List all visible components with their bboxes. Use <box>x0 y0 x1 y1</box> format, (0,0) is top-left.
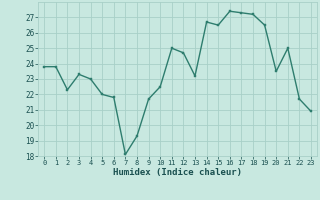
X-axis label: Humidex (Indice chaleur): Humidex (Indice chaleur) <box>113 168 242 177</box>
